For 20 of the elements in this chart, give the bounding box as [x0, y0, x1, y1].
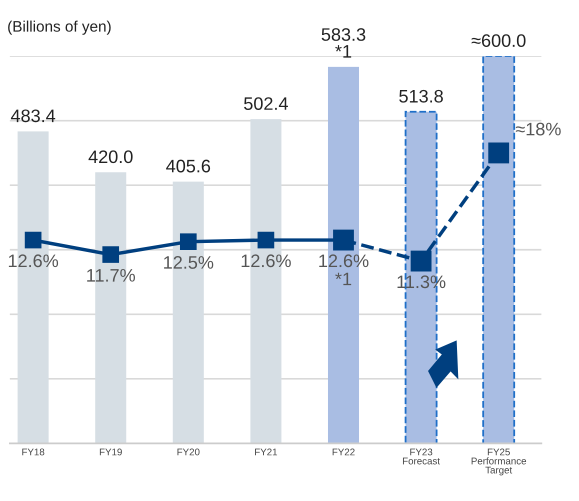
x-tick-label: FY25 Performance Target: [472, 448, 526, 476]
x-tick-label: FY20: [177, 448, 200, 456]
y-axis-title: (Billions of yen): [8, 20, 111, 35]
data-label: ≈18%: [516, 122, 561, 136]
data-label: 12.6%: [8, 254, 58, 268]
x-tick-label: FY18: [22, 448, 44, 456]
data-label: 502.4: [244, 97, 288, 110]
data-label: 483.4: [10, 109, 56, 122]
data-label: 513.8: [399, 90, 443, 103]
data-label: 12.6%: [242, 254, 291, 268]
data-label: 12.5%: [164, 256, 214, 269]
data-label: 583.3 *1: [322, 28, 366, 58]
x-tick-label: FY23 Forecast: [402, 448, 440, 464]
data-label: 420.0: [88, 150, 133, 164]
x-tick-label: FY22: [332, 448, 355, 456]
data-label: 11.7%: [87, 269, 136, 282]
x-tick-label: FY21: [255, 448, 278, 456]
data-label: 405.6: [166, 160, 210, 172]
data-label: ≈600.0: [472, 34, 526, 47]
x-tick-label: FY19: [100, 448, 122, 456]
